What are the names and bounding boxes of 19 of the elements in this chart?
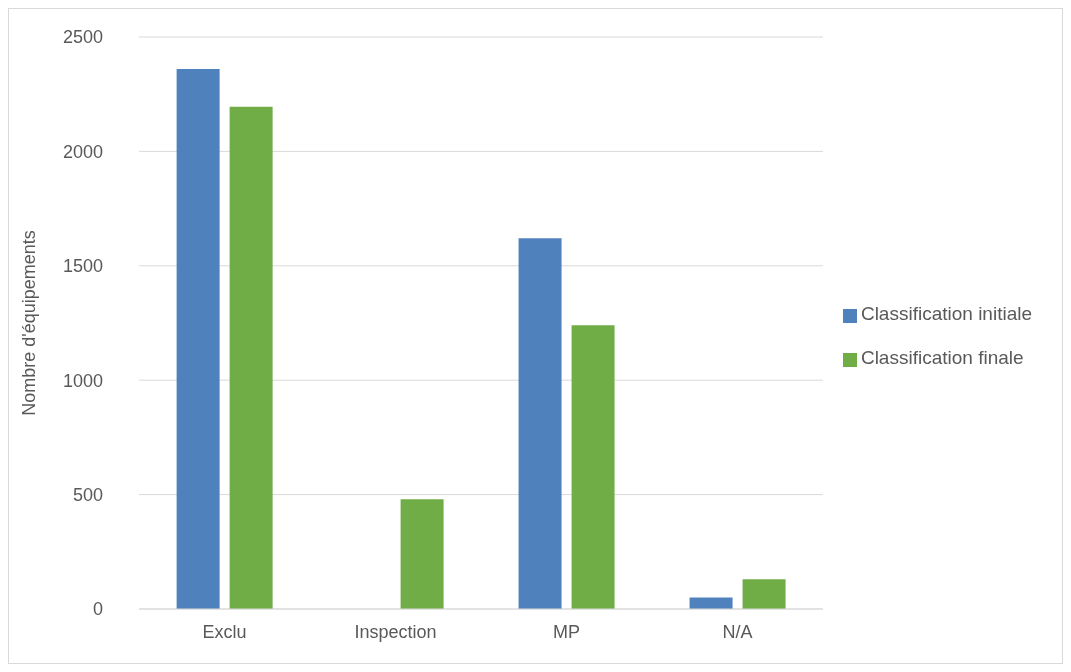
y-tick-label: 2000 bbox=[62, 141, 103, 162]
y-tick-label: 0 bbox=[92, 599, 103, 620]
y-tick-label: 500 bbox=[72, 484, 103, 505]
bar bbox=[571, 325, 615, 609]
bar bbox=[400, 499, 444, 609]
bar bbox=[518, 238, 562, 609]
x-tick-label: Inspection bbox=[354, 621, 437, 642]
y-tick-label: 2500 bbox=[62, 27, 103, 48]
x-tick-label: MP bbox=[552, 621, 580, 642]
bar bbox=[229, 106, 273, 609]
y-tick-label: 1000 bbox=[62, 370, 103, 391]
y-tick-label: 1500 bbox=[62, 256, 103, 277]
x-tick-label: N/A bbox=[722, 621, 753, 642]
x-tick-label: Exclu bbox=[202, 621, 247, 642]
legend-label: Classification initiale bbox=[860, 303, 1032, 324]
y-axis-title: Nombre d'équipements bbox=[19, 230, 40, 416]
bar bbox=[176, 69, 220, 609]
legend-label: Classification finale bbox=[860, 347, 1024, 368]
bar bbox=[742, 579, 786, 609]
